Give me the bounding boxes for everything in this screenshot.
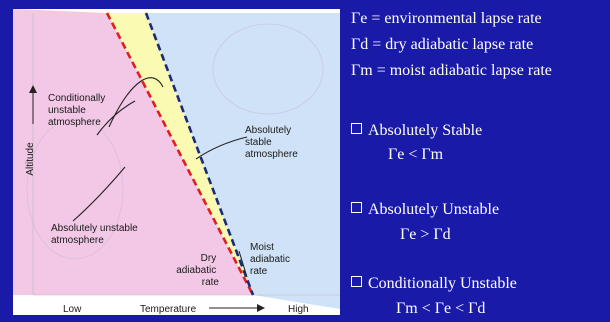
checkbox-bullet-icon xyxy=(351,276,362,287)
stability-item-label: Absolutely Stable xyxy=(368,122,483,139)
absolutely-stable-label: Absolutely stable atmosphere xyxy=(245,125,298,160)
lapse-rate-diagram-svg: Altitude Low Temperature High Conditiona… xyxy=(13,9,340,315)
x-axis-low-label: Low xyxy=(63,304,82,315)
stability-condition: Γe > Γd xyxy=(400,226,451,243)
lapse-rate-diagram: Altitude Low Temperature High Conditiona… xyxy=(13,9,340,315)
stability-condition: Γe < Γm xyxy=(388,146,444,163)
conditional-pointer-curve-2 xyxy=(108,77,164,128)
stability-condition: Γm < Γe < Γd xyxy=(396,300,486,317)
checkbox-bullet-icon xyxy=(351,123,362,134)
stable-region-sketch xyxy=(212,23,324,115)
dry-adiabatic-line xyxy=(105,12,255,296)
moist-pointer-line xyxy=(238,250,248,278)
moist-adiabatic-rate-label: Moist adiabatic rate xyxy=(250,242,293,277)
stability-item-absolutely-unstable: Absolutely Unstable xyxy=(351,201,499,219)
definition-dry: Γd = dry adiabatic lapse rate xyxy=(351,36,534,53)
stability-item-conditionally-unstable: Conditionally Unstable xyxy=(351,275,517,293)
absolutely-stable-region xyxy=(146,13,340,309)
conditionally-unstable-label: Conditionally unstable atmosphere xyxy=(48,93,108,128)
definition-environmental: Γe = environmental lapse rate xyxy=(351,10,542,27)
moist-adiabatic-line xyxy=(144,12,255,296)
stable-pointer-curve xyxy=(195,136,248,160)
unstable-pointer-curve xyxy=(72,166,126,222)
checkbox-bullet-icon xyxy=(351,202,362,213)
dry-adiabatic-rate-label: Dry adiabatic rate xyxy=(176,253,219,288)
definition-moist: Γm = moist adiabatic lapse rate xyxy=(351,62,552,79)
y-axis-label: Altitude xyxy=(25,142,36,176)
absolutely-unstable-region xyxy=(13,9,253,295)
stability-item-absolutely-stable: Absolutely Stable xyxy=(351,122,482,140)
stability-item-label: Conditionally Unstable xyxy=(368,275,517,292)
x-axis-label: Temperature xyxy=(140,304,197,315)
x-axis-high-label: High xyxy=(288,304,309,315)
unstable-region-sketch xyxy=(26,118,124,260)
absolutely-unstable-label: Absolutely unstable atmosphere xyxy=(51,223,141,246)
stability-item-label: Absolutely Unstable xyxy=(368,201,500,218)
